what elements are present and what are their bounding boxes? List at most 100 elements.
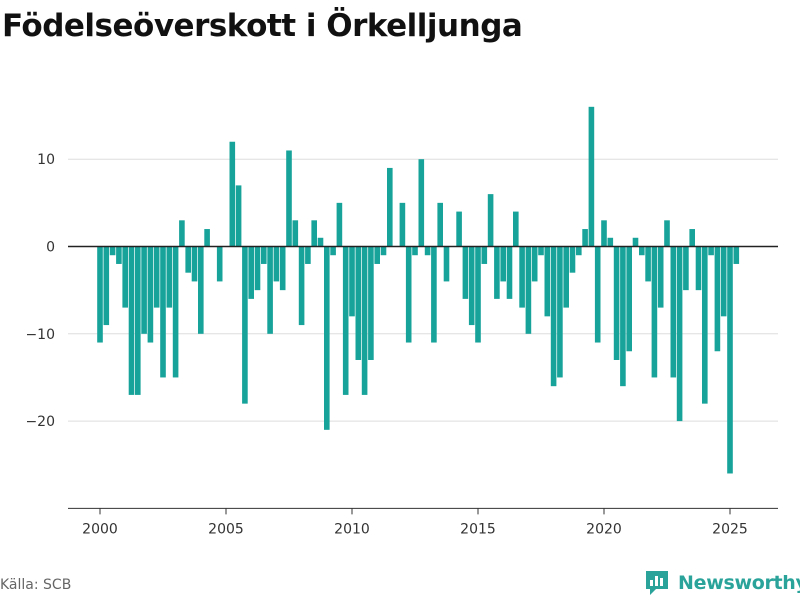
bar bbox=[456, 211, 462, 247]
bar bbox=[216, 246, 223, 282]
y-tick-label: 0 bbox=[46, 240, 55, 256]
chart-title: Födelseöverskott i Örkelljunga bbox=[2, 8, 523, 44]
bar bbox=[172, 246, 179, 378]
bar bbox=[657, 246, 664, 308]
x-tick-label: 2025 bbox=[712, 521, 748, 537]
bar bbox=[683, 246, 689, 291]
bar bbox=[626, 246, 632, 352]
bar bbox=[116, 246, 122, 264]
bar bbox=[235, 185, 242, 247]
x-tick-label: 2010 bbox=[334, 521, 370, 537]
bar bbox=[462, 246, 469, 299]
y-tick-label: −20 bbox=[25, 414, 55, 430]
bar bbox=[267, 246, 273, 334]
bar bbox=[103, 246, 110, 326]
newsworthy-logo-icon bbox=[646, 571, 668, 595]
x-tick-label: 2015 bbox=[460, 521, 496, 537]
bar bbox=[632, 237, 639, 247]
bar-chart: −20 −10 0 10 2000 2005 2010 2015 2020 2025 bbox=[25, 106, 778, 537]
bar bbox=[279, 246, 286, 291]
bar bbox=[569, 246, 576, 273]
bar bbox=[613, 246, 620, 360]
bar bbox=[273, 246, 280, 282]
bar bbox=[317, 237, 324, 247]
bar bbox=[670, 246, 677, 378]
bar bbox=[248, 246, 254, 299]
bar bbox=[147, 246, 154, 343]
bar bbox=[242, 246, 248, 404]
bar bbox=[531, 246, 538, 282]
bar bbox=[676, 246, 683, 422]
bar bbox=[418, 159, 425, 247]
bar bbox=[601, 220, 607, 247]
bar bbox=[380, 246, 387, 256]
bar bbox=[708, 246, 714, 256]
bar bbox=[607, 237, 614, 247]
bar bbox=[500, 246, 506, 282]
bar bbox=[519, 246, 525, 308]
bar bbox=[298, 246, 305, 326]
bar bbox=[475, 246, 481, 343]
bar bbox=[525, 246, 532, 334]
bar bbox=[349, 246, 355, 317]
bar bbox=[557, 246, 563, 378]
bar bbox=[645, 246, 651, 282]
bar bbox=[639, 246, 645, 256]
bar bbox=[399, 202, 406, 247]
bar bbox=[727, 246, 733, 474]
bar bbox=[229, 141, 236, 247]
bar bbox=[361, 246, 368, 395]
bar bbox=[506, 246, 513, 299]
bar bbox=[122, 246, 128, 308]
bar bbox=[550, 246, 557, 387]
y-tick-label: 10 bbox=[37, 152, 55, 168]
bar bbox=[160, 246, 166, 378]
bar bbox=[185, 246, 191, 273]
bar bbox=[494, 246, 500, 299]
bar bbox=[424, 246, 431, 256]
bar bbox=[342, 246, 349, 395]
bar bbox=[135, 246, 141, 395]
bar bbox=[481, 246, 488, 264]
bar bbox=[437, 202, 443, 247]
bar bbox=[405, 246, 412, 343]
bar bbox=[166, 246, 173, 308]
brand[interactable]: Newsworthy bbox=[644, 569, 800, 597]
bar bbox=[620, 246, 626, 387]
bar bbox=[733, 246, 740, 264]
bar bbox=[109, 246, 116, 256]
bar bbox=[487, 194, 494, 247]
x-tick-label: 2000 bbox=[82, 521, 118, 537]
bar bbox=[538, 246, 544, 256]
bar bbox=[576, 246, 582, 256]
bar bbox=[443, 246, 450, 282]
bar bbox=[714, 246, 721, 352]
bar bbox=[513, 211, 519, 247]
bar bbox=[387, 167, 393, 247]
x-tick-label: 2005 bbox=[208, 521, 244, 537]
bar bbox=[431, 246, 437, 343]
bar bbox=[702, 246, 708, 404]
bar bbox=[311, 220, 317, 247]
bar bbox=[153, 246, 160, 308]
bar bbox=[374, 246, 380, 264]
bar bbox=[544, 246, 551, 317]
bar bbox=[204, 229, 210, 247]
bar bbox=[468, 246, 475, 326]
bar bbox=[292, 220, 299, 247]
bar bbox=[695, 246, 702, 291]
bar bbox=[254, 246, 261, 291]
bar bbox=[720, 246, 727, 317]
y-tick-label: −10 bbox=[25, 327, 55, 343]
bar bbox=[198, 246, 204, 334]
bar bbox=[412, 246, 418, 256]
bar bbox=[588, 106, 595, 247]
bar bbox=[594, 246, 601, 343]
axes: −20 −10 0 10 2000 2005 2010 2015 2020 2025 bbox=[25, 152, 778, 537]
bar bbox=[97, 246, 103, 343]
source-note: Källa: SCB bbox=[0, 577, 72, 593]
x-tick-label: 2020 bbox=[586, 521, 622, 537]
brand-label: Newsworthy bbox=[678, 572, 800, 594]
bar bbox=[664, 220, 670, 247]
bar bbox=[336, 202, 343, 247]
